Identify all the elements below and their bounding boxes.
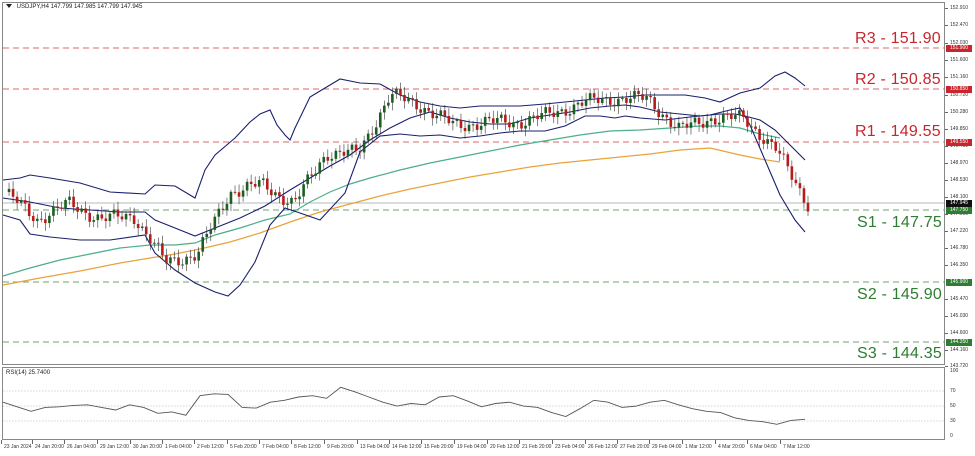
price-tag-r2: 150.850 <box>946 86 972 93</box>
time-tick-label: 30 Jan 20:00 <box>130 440 162 450</box>
price-tag-r3: 151.900 <box>946 45 972 52</box>
level-label-r3: R3 - 151.90 <box>855 30 941 47</box>
rsi-tick-label: 50 <box>950 403 956 409</box>
price-tick-label: 145.030 <box>944 313 969 319</box>
rsi-tick-label: 100 <box>950 368 959 374</box>
time-tick-label: 26 Jan 04:00 <box>64 440 96 450</box>
current-price-tag: 147.945 <box>946 200 972 207</box>
bollinger-lower-band <box>2 107 806 297</box>
time-tick-label: 20 Feb 12:00 <box>486 440 520 450</box>
time-tick-label: 13 Feb 04:00 <box>356 440 390 450</box>
time-tick-label: 14 Feb 12:00 <box>388 440 422 450</box>
dropdown-triangle-icon[interactable] <box>6 4 12 9</box>
price-tick-label: 146.780 <box>944 245 969 251</box>
bollinger-middle-band <box>2 104 806 237</box>
price-tick-label: 151.600 <box>944 57 969 63</box>
time-tick-label: 7 Feb 04:00 <box>259 440 289 450</box>
level-label-s1: S1 - 147.75 <box>857 214 942 231</box>
price-tag-s2: 145.900 <box>946 279 972 286</box>
level-label-s3: S3 - 144.35 <box>857 345 942 362</box>
price-tick-label: 147.660 <box>944 211 969 217</box>
price-tick-label: 144.160 <box>944 347 969 353</box>
symbol-timeframe: USDJPY,H4 <box>16 4 49 10</box>
price-tick-label: 149.410 <box>944 143 969 149</box>
time-tick-label: 2 Feb 12:00 <box>194 440 224 450</box>
price-tick-label: 143.720 <box>944 363 969 369</box>
bollinger-upper-band <box>2 71 806 199</box>
time-tick-label: 29 Feb 04:00 <box>648 440 682 450</box>
price-chart-panel[interactable] <box>2 2 945 365</box>
price-tag-s1: 147.750 <box>946 207 972 214</box>
level-label-r2: R2 - 150.85 <box>855 71 941 88</box>
price-tick-label: 148.100 <box>944 194 969 200</box>
price-tick-label: 152.030 <box>944 40 969 46</box>
time-tick-label: 19 Feb 04:00 <box>453 440 487 450</box>
rsi-panel[interactable] <box>2 367 945 440</box>
time-tick-label: 21 Feb 20:00 <box>518 440 552 450</box>
price-tick-label: 146.350 <box>944 262 969 268</box>
price-tick-label: 150.280 <box>944 109 969 115</box>
price-tick-label: 145.470 <box>944 296 969 302</box>
rsi-indicator-label: RSI(14) 25.7400 <box>6 370 51 376</box>
price-tag-r1: 149.550 <box>946 139 972 146</box>
time-tick-label: 27 Feb 20:00 <box>616 440 650 450</box>
price-tick-label: 149.850 <box>944 126 969 132</box>
time-tick-label: 29 Jan 12:00 <box>97 440 129 450</box>
time-tick-label: 4 Mar 20:00 <box>715 440 745 450</box>
fast-moving-average-line <box>2 125 781 277</box>
time-tick-label: 9 Feb 20:00 <box>324 440 354 450</box>
rsi-tick-label: 70 <box>950 388 956 394</box>
time-tick-label: 15 Feb 20:00 <box>420 440 454 450</box>
time-tick-label: 24 Jan 20:00 <box>32 440 64 450</box>
time-tick-label: 6 Mar 04:00 <box>747 440 777 450</box>
rsi-line <box>2 386 806 425</box>
price-tick-label: 148.530 <box>944 177 969 183</box>
chart-title: USDJPY,H4 147.799 147.985 147.799 147.94… <box>6 4 142 10</box>
rsi-tick-label: 0 <box>950 433 953 439</box>
time-tick-label: 1 Feb 04:00 <box>162 440 192 450</box>
price-tick-label: 152.910 <box>944 5 969 11</box>
ohlc-values: 147.799 147.985 147.799 147.945 <box>50 4 143 10</box>
level-label-r1: R1 - 149.55 <box>855 123 941 140</box>
level-label-s2: S2 - 145.90 <box>857 286 942 303</box>
price-tick-label: 147.220 <box>944 228 969 234</box>
time-tick-label: 23 Jan 2024 <box>1 440 32 450</box>
candlestick-series <box>7 82 810 274</box>
time-tick-label: 5 Feb 20:00 <box>227 440 257 450</box>
price-tag-s3: 144.350 <box>946 339 972 346</box>
time-tick-label: 23 Feb 04:00 <box>551 440 585 450</box>
rsi-tick-label: 30 <box>950 418 956 424</box>
price-tick-label: 151.160 <box>944 74 969 80</box>
price-tick-label: 150.720 <box>944 92 969 98</box>
price-tick-label: 148.970 <box>944 160 969 166</box>
time-tick-label: 26 Feb 12:00 <box>584 440 618 450</box>
time-tick-label: 8 Feb 12:00 <box>291 440 321 450</box>
time-tick-label: 1 Mar 12:00 <box>682 440 712 450</box>
price-tick-label: 144.600 <box>944 330 969 336</box>
price-tick-label: 152.470 <box>944 22 969 28</box>
slow-moving-average-line <box>2 147 781 286</box>
time-tick-label: 7 Mar 12:00 <box>780 440 810 450</box>
